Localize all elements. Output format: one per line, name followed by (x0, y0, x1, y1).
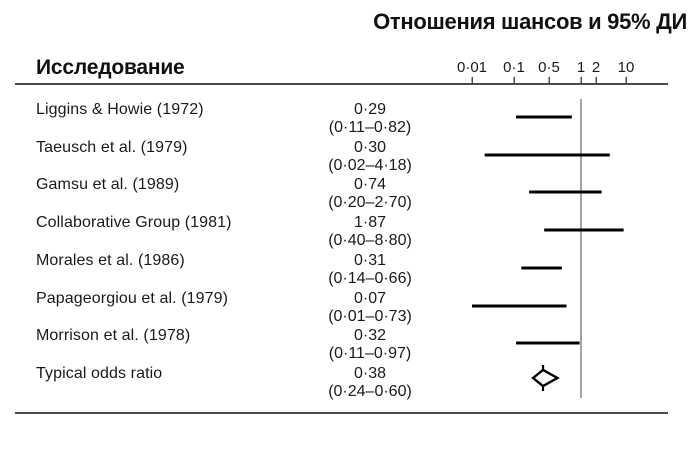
study-name: Liggins & Howie (1972) (36, 101, 204, 118)
x-tick-label: 0·1 (503, 59, 525, 76)
study-row: Collaborative Group (1981) 1·87 (0·40–8·… (0, 214, 689, 252)
x-tick-label: 0·5 (538, 59, 560, 76)
study-name: Collaborative Group (1981) (36, 214, 232, 231)
study-name: Taeusch et al. (1979) (36, 139, 188, 156)
confidence-interval: (0·14–0·66) (328, 270, 412, 287)
confidence-interval: (0·02–4·18) (328, 157, 412, 174)
confidence-interval: (0·40–8·80) (328, 232, 412, 249)
confidence-interval: (0·11–0·97) (328, 345, 412, 362)
bottom-rule (15, 412, 668, 414)
or-ci-block: 0·74 (0·20–2·70) (300, 176, 440, 212)
odds-ratio-value: 0·32 (353, 327, 387, 344)
study-row: Gamsu et al. (1989) 0·74 (0·20–2·70) (0, 176, 689, 214)
study-name: Gamsu et al. (1989) (36, 176, 180, 193)
confidence-interval: (0·24–0·60) (328, 383, 412, 400)
odds-ratio-value: 0·31 (353, 252, 387, 269)
or-ci-block: 0·07 (0·01–0·73) (300, 290, 440, 326)
x-tick-label: 1 (576, 59, 586, 76)
or-ci-block: 0·31 (0·14–0·66) (300, 252, 440, 288)
odds-ratio-value: 0·07 (353, 290, 387, 307)
or-ci-block: 1·87 (0·40–8·80) (300, 214, 440, 250)
odds-ratio-value: 0·29 (353, 101, 387, 118)
odds-ratio-value: 0·38 (353, 365, 387, 382)
confidence-interval: (0·20–2·70) (328, 194, 412, 211)
odds-ratio-value: 0·74 (353, 176, 387, 193)
x-tick-label: 2 (591, 59, 601, 76)
study-name: Morales et al. (1986) (36, 252, 185, 269)
x-tick-label: 0·01 (456, 59, 488, 76)
confidence-interval: (0·11–0·82) (328, 119, 412, 136)
or-ci-block: 0·32 (0·11–0·97) (300, 327, 440, 363)
study-column-header: Исследование (36, 56, 185, 79)
study-name: Typical odds ratio (36, 365, 163, 382)
confidence-interval: (0·01–0·73) (328, 308, 412, 325)
odds-ratio-value: 1·87 (353, 214, 387, 231)
or-ci-block: 0·38 (0·24–0·60) (300, 365, 440, 401)
or-ci-block: 0·30 (0·02–4·18) (300, 139, 440, 175)
study-row: Typical odds ratio 0·38 (0·24–0·60) (0, 365, 689, 403)
or-ci-block: 0·29 (0·11–0·82) (300, 101, 440, 137)
header-rule (15, 83, 668, 85)
study-row: Morrison et al. (1978) 0·32 (0·11–0·97) (0, 327, 689, 365)
odds-ratio-value: 0·30 (353, 139, 387, 156)
study-row: Taeusch et al. (1979) 0·30 (0·02–4·18) (0, 139, 689, 177)
chart-title: Отношения шансов и 95% ДИ (373, 9, 687, 34)
study-name: Morrison et al. (1978) (36, 327, 191, 344)
study-name: Papageorgiou et al. (1979) (36, 290, 229, 307)
study-row: Morales et al. (1986) 0·31 (0·14–0·66) (0, 252, 689, 290)
study-row: Liggins & Howie (1972) 0·29 (0·11–0·82) (0, 101, 689, 139)
x-tick-label: 10 (617, 59, 635, 76)
study-row: Papageorgiou et al. (1979) 0·07 (0·01–0·… (0, 290, 689, 328)
